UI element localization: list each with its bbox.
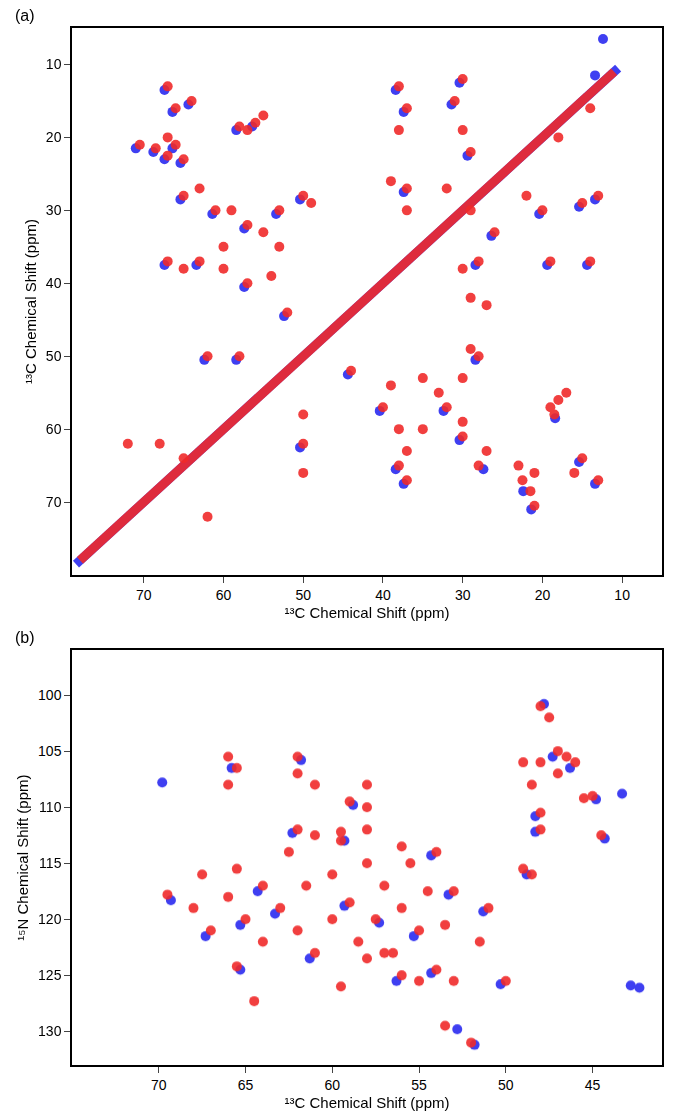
svg-text:125: 125 [38, 967, 62, 983]
svg-text:50: 50 [498, 1077, 514, 1093]
svg-text:70: 70 [46, 494, 62, 510]
svg-text:65: 65 [238, 1077, 254, 1093]
svg-text:¹⁵N Chemical Shift (ppm): ¹⁵N Chemical Shift (ppm) [14, 774, 31, 940]
svg-text:60: 60 [216, 587, 232, 603]
svg-text:30: 30 [455, 587, 471, 603]
svg-text:120: 120 [38, 911, 62, 927]
svg-text:130: 130 [38, 1023, 62, 1039]
svg-text:70: 70 [151, 1077, 167, 1093]
svg-text:40: 40 [375, 587, 391, 603]
svg-text:¹³C Chemical Shift (ppm): ¹³C Chemical Shift (ppm) [22, 219, 39, 384]
svg-text:50: 50 [46, 348, 62, 364]
svg-text:40: 40 [46, 275, 62, 291]
svg-text:20: 20 [46, 129, 62, 145]
svg-text:50: 50 [295, 587, 311, 603]
svg-text:45: 45 [585, 1077, 601, 1093]
svg-text:(a): (a) [15, 7, 35, 24]
svg-text:20: 20 [535, 587, 551, 603]
svg-text:60: 60 [46, 421, 62, 437]
svg-text:¹³C Chemical Shift (ppm): ¹³C Chemical Shift (ppm) [284, 1094, 449, 1111]
svg-text:60: 60 [325, 1077, 341, 1093]
svg-text:115: 115 [39, 855, 62, 871]
svg-text:55: 55 [411, 1077, 427, 1093]
svg-text:30: 30 [46, 202, 62, 218]
svg-text:110: 110 [39, 799, 62, 815]
svg-text:¹³C Chemical Shift (ppm): ¹³C Chemical Shift (ppm) [284, 604, 449, 621]
svg-text:105: 105 [38, 743, 62, 759]
svg-text:10: 10 [46, 56, 62, 72]
svg-text:70: 70 [136, 587, 152, 603]
svg-text:(b): (b) [15, 629, 35, 646]
svg-text:10: 10 [614, 587, 630, 603]
svg-text:100: 100 [38, 687, 62, 703]
